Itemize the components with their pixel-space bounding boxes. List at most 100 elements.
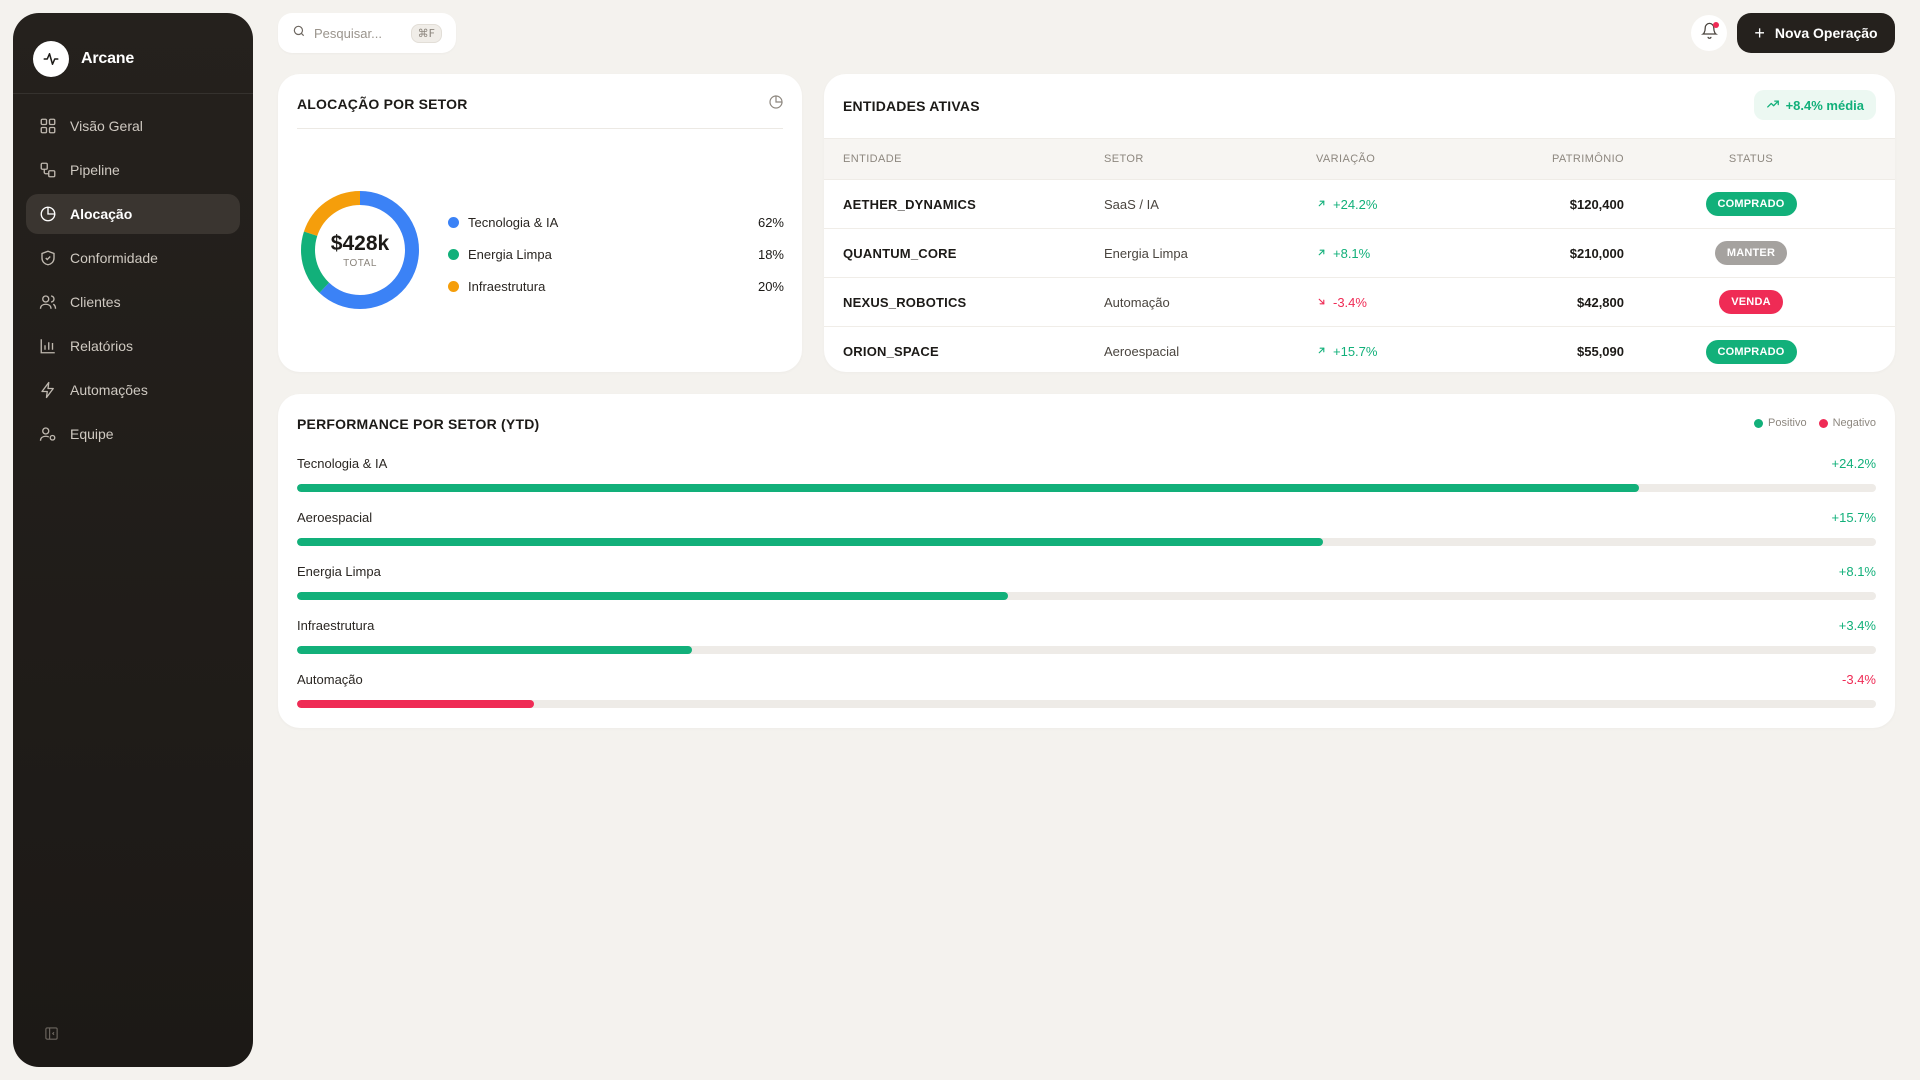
legend-name: Tecnologia & IA (468, 214, 559, 230)
column-header[interactable]: PATRIMÔNIO (1551, 153, 1624, 165)
bar-label: Automação (297, 672, 363, 687)
pie-chart-icon[interactable] (768, 94, 784, 115)
allocation-title: ALOCAÇÃO POR SETOR (297, 96, 468, 112)
legend-item: Tecnologia & IA 62% (448, 206, 784, 238)
variation-value: +8.1% (1333, 245, 1371, 261)
donut-center: $428k TOTAL (298, 188, 422, 312)
negative-dot (1818, 418, 1828, 428)
bar-value: +15.7% (1831, 510, 1876, 525)
performance-legend: Positivo Negativo (1754, 417, 1876, 429)
bar-label: Aeroespacial (297, 510, 373, 525)
column-header[interactable]: VARIAÇÃO (1316, 153, 1376, 165)
table-row[interactable]: ORION_SPACE Aeroespacial +15.7% $55,090 COMP… (824, 327, 1895, 372)
status-badge: COMPRADO (1705, 339, 1797, 364)
allocation-legend: Tecnologia & IA 62% Energia Limpa 18% In… (448, 206, 784, 302)
notification-dot (1713, 22, 1719, 28)
performance-bar-row: Energia Limpa +8.1% (297, 564, 1876, 618)
status-badge: VENDA (1719, 290, 1783, 314)
performance-bar-row: Infraestrutura +3.4% (297, 618, 1876, 672)
legend-dot (448, 216, 459, 228)
arrow-up-right-icon (1316, 197, 1327, 212)
brand[interactable]: Arcane (13, 27, 253, 91)
sidebar-item-label: Pipeline (70, 162, 120, 178)
search-shortcut-badge: ⌘F (410, 23, 442, 43)
search-input[interactable] (314, 25, 398, 41)
bar-track (297, 646, 1876, 654)
allocation-total-label: TOTAL (343, 257, 377, 269)
column-header[interactable]: SETOR (1104, 153, 1144, 165)
column-header[interactable]: STATUS (1728, 153, 1774, 165)
sidebar-item-clientes[interactable]: Clientes (26, 282, 240, 322)
entity-variation: +8.1% (1316, 246, 1466, 261)
entity-equity: $210,000 (1569, 245, 1624, 261)
table-row[interactable]: AETHER_DYNAMICS SaaS / IA +24.2% $120,400 CO… (824, 180, 1895, 229)
sidebar-item-label: Clientes (70, 294, 121, 310)
performance-bar-row: Tecnologia & IA +24.2% (297, 456, 1876, 510)
plus-icon: + (1754, 23, 1765, 43)
entity-equity: $120,400 (1569, 196, 1624, 212)
arrow-up-right-icon (1316, 246, 1327, 261)
column-header[interactable]: ENTIDADE (843, 153, 902, 165)
legend-dot (448, 280, 459, 292)
bar-track (297, 700, 1876, 708)
grid-icon (38, 116, 58, 136)
bar-value: -3.4% (1842, 672, 1876, 687)
sidebar-item-relatorios[interactable]: Relatórios (26, 326, 240, 366)
bar-label: Tecnologia & IA (297, 456, 388, 471)
donut-slice[interactable] (301, 191, 419, 309)
entity-name: AETHER_DYNAMICS (843, 196, 977, 212)
sidebar-item-equipe[interactable]: Equipe (26, 414, 240, 454)
entity-variation: +24.2% (1316, 197, 1466, 212)
trending-up-icon (1766, 97, 1786, 114)
bar-fill (297, 592, 1008, 600)
search-box[interactable]: ⌘F (278, 13, 456, 53)
allocation-total-value: $428k (330, 231, 390, 255)
table-row[interactable]: QUANTUM_CORE Energia Limpa +8.1% $210,000 MA… (824, 229, 1895, 278)
entity-equity: $42,800 (1577, 294, 1624, 310)
legend-dot (448, 248, 459, 260)
new-operation-button[interactable]: + Nova Operação (1737, 13, 1895, 53)
sidebar-item-pipeline[interactable]: Pipeline (26, 150, 240, 190)
bar-fill (297, 700, 534, 708)
table-row[interactable]: NEXUS_ROBOTICS Automação -3.4% $42,800 VENDA (824, 278, 1895, 327)
legend-percent: 18% (757, 246, 784, 262)
brand-name: Arcane (81, 50, 135, 67)
sidebar-item-conformidade[interactable]: Conformidade (26, 238, 240, 278)
bar-track (297, 592, 1876, 600)
sidebar-collapse-icon[interactable] (41, 1023, 61, 1043)
users-icon (38, 292, 58, 312)
sidebar-item-label: Relatórios (70, 338, 134, 354)
entity-equity: $55,090 (1577, 344, 1624, 359)
variation-value: +24.2% (1333, 196, 1378, 212)
workflow-icon (38, 160, 58, 180)
entity-name: ORION_SPACE (843, 344, 939, 359)
performance-title: PERFORMANCE POR SETOR (YTD) (297, 416, 540, 432)
notifications-button[interactable] (1691, 15, 1727, 51)
legend-percent: 20% (757, 278, 784, 294)
bar-track (297, 538, 1876, 546)
legend-name: Energia Limpa (468, 246, 552, 262)
donut-slice[interactable] (301, 191, 419, 309)
entity-name: QUANTUM_CORE (843, 245, 957, 261)
bar-chart-icon (38, 336, 58, 356)
legend-name: Infraestrutura (468, 278, 546, 294)
entity-name: NEXUS_ROBOTICS (843, 294, 967, 310)
entity-sector: SaaS / IA (1104, 196, 1159, 212)
bar-label: Energia Limpa (297, 564, 381, 579)
legend-item: Energia Limpa 18% (448, 238, 784, 270)
entity-sector: Automação (1104, 294, 1170, 310)
average-badge: +8.4% média (1753, 90, 1876, 120)
bar-fill (297, 538, 1324, 546)
legend-percent: 62% (757, 214, 784, 230)
status-badge: COMPRADO (1705, 192, 1797, 216)
shield-icon (38, 248, 58, 268)
bar-value: +3.4% (1838, 618, 1876, 633)
positive-dot (1754, 418, 1764, 428)
sector-performance-card: PERFORMANCE POR SETOR (YTD) Positivo Neg… (278, 394, 1895, 728)
positive-label: Positivo (1768, 417, 1807, 429)
average-badge-label: +8.4% média (1785, 97, 1864, 113)
sidebar-item-visao-geral[interactable]: Visão Geral (26, 106, 240, 146)
sidebar-item-automacoes[interactable]: Automações (26, 370, 240, 410)
entities-title: ENTIDADES ATIVAS (843, 98, 980, 114)
sidebar-item-alocacao[interactable]: Alocação (26, 194, 240, 234)
